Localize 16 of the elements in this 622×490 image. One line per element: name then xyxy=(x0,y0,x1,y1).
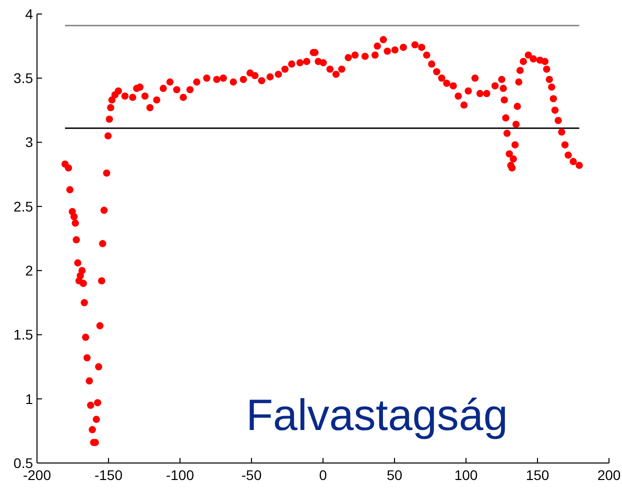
x-tick-label: 0 xyxy=(319,467,328,483)
y-tick-label: 3 xyxy=(25,134,34,150)
y-tick-label: 4 xyxy=(25,6,34,22)
y-tick-label: 2.5 xyxy=(14,198,34,214)
x-tick-label: -100 xyxy=(166,467,194,483)
x-tick-label: -150 xyxy=(94,467,123,483)
x-tick-label: 100 xyxy=(454,467,478,483)
annotation: Falvastagság xyxy=(246,391,508,440)
y-tick-label: 3.5 xyxy=(14,70,34,86)
y-tick-label: 1.5 xyxy=(14,326,34,343)
y-tick-label: 2 xyxy=(25,262,34,278)
x-tick-label: -50 xyxy=(241,467,262,483)
x-tick-label: 200 xyxy=(597,467,621,483)
x-tick-label: 150 xyxy=(526,467,550,483)
x-tick-label: 50 xyxy=(386,467,402,483)
y-tick-label: 1 xyxy=(25,390,34,407)
